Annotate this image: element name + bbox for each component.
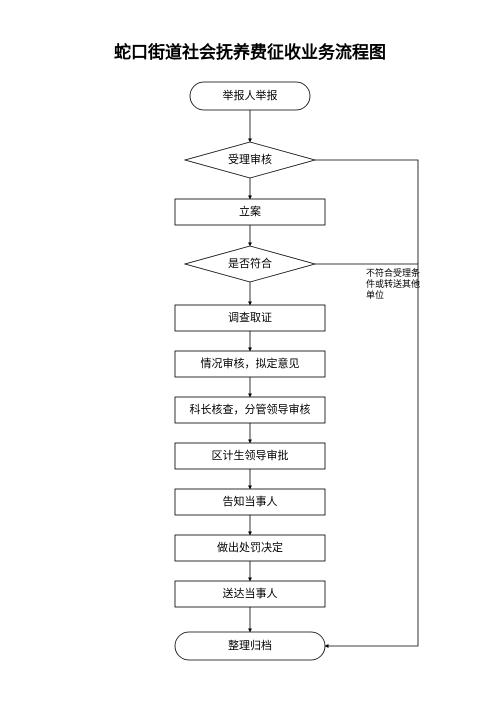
flow-edge bbox=[315, 264, 418, 646]
node-n3-label: 是否符合 bbox=[228, 256, 272, 270]
node-n10-label: 送达当事人 bbox=[223, 586, 278, 600]
node-n4-label: 调查取证 bbox=[228, 310, 272, 324]
node-n2-label: 立案 bbox=[239, 204, 261, 218]
node-n5-label: 情况审核，拟定意见 bbox=[201, 356, 300, 370]
flowchart-svg: 蛇口街道社会抚养费征收业务流程图不符合受理条件或转送其他单位 举报人举报受理审核立… bbox=[0, 0, 500, 708]
chart-title: 蛇口街道社会抚养费征收业务流程图 bbox=[114, 42, 386, 62]
node-n8-label: 告知当事人 bbox=[223, 494, 278, 508]
node-n7-label: 区计生领导审批 bbox=[212, 448, 289, 462]
node-n0-label: 举报人举报 bbox=[223, 88, 278, 102]
node-n1-label: 受理审核 bbox=[228, 152, 272, 166]
side-note-line: 件或转送其他 bbox=[366, 278, 420, 289]
node-n11-label: 整理归档 bbox=[228, 638, 272, 652]
side-note-line: 不符合受理条 bbox=[366, 267, 420, 278]
flow-edge bbox=[315, 160, 418, 264]
node-n6-label: 科长核查，分管领导审核 bbox=[190, 402, 311, 416]
node-n9-label: 做出处罚决定 bbox=[217, 540, 283, 554]
side-note-line: 单位 bbox=[366, 289, 384, 300]
